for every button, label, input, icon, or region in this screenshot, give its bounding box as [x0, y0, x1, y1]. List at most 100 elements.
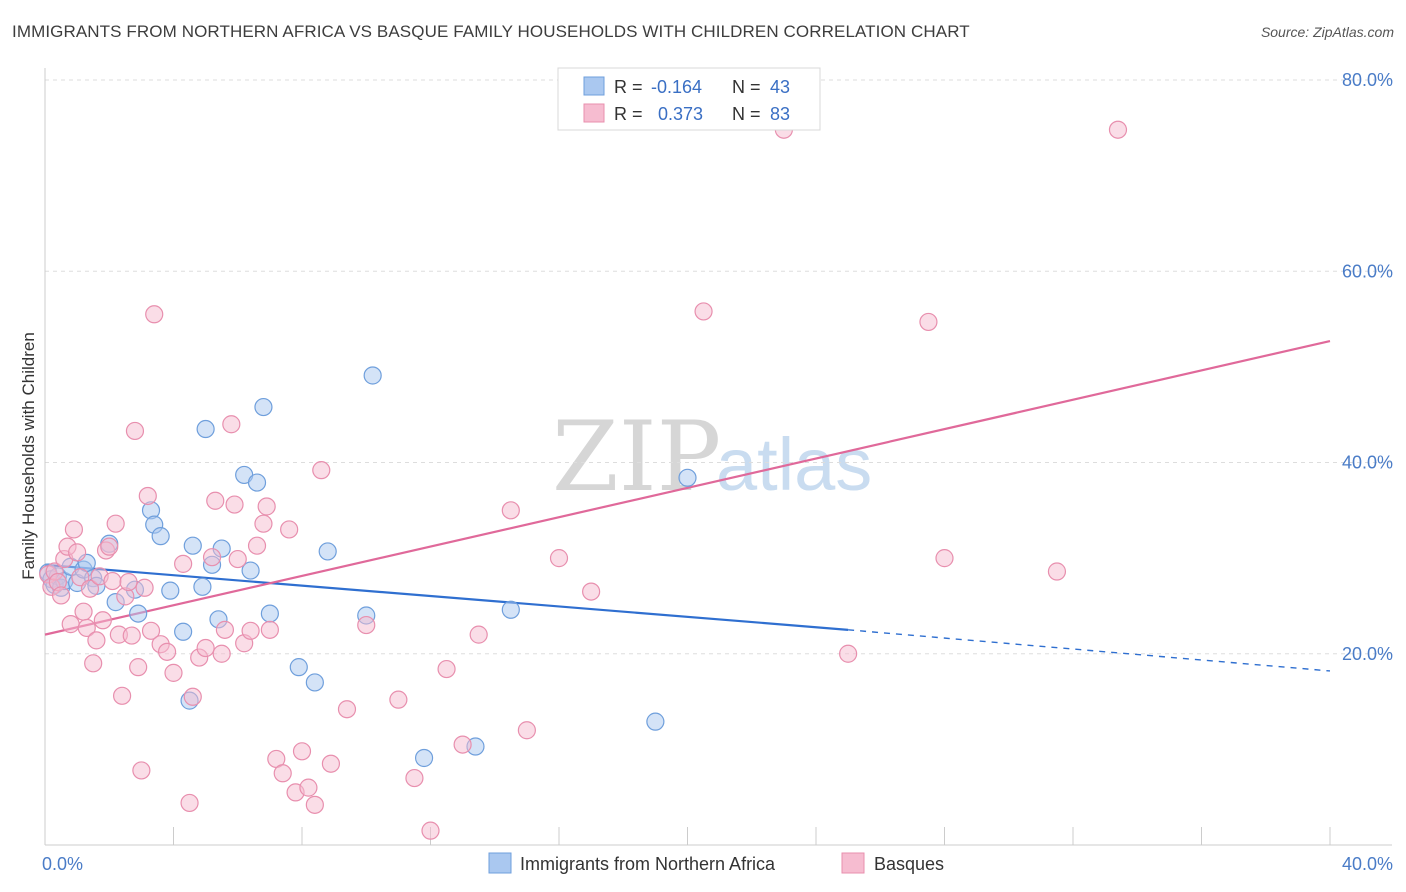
legend-swatch-blue — [583, 76, 605, 96]
data-point-pink — [549, 549, 569, 568]
data-point-pink — [215, 620, 234, 639]
data-points — [39, 120, 1128, 840]
data-point-pink — [61, 615, 80, 634]
chart-title: IMMIGRANTS FROM NORTHERN AFRICA VS BASQU… — [12, 22, 970, 41]
data-point-pink — [389, 690, 408, 709]
series-legend-label-pink: Basques — [874, 854, 944, 874]
legend-r-label-pink: R = — [614, 104, 643, 124]
trend-line-blue — [44, 563, 849, 631]
data-point-pink — [228, 549, 247, 569]
data-point-blue — [414, 748, 434, 768]
data-point-pink — [582, 582, 601, 601]
data-point-blue — [363, 366, 382, 385]
data-point-blue — [129, 604, 148, 623]
data-point-pink — [51, 586, 71, 605]
data-point-pink — [935, 549, 954, 568]
data-point-pink — [164, 663, 183, 682]
data-point-pink — [103, 571, 122, 591]
data-point-pink — [68, 543, 87, 562]
chart-source: Source: ZipAtlas.com — [1260, 24, 1394, 40]
axes: 20.0% 40.0% 60.0% 80.0% 0.0% 40.0% — [42, 68, 1393, 874]
data-point-pink — [145, 305, 164, 324]
trend-line-pink — [44, 339, 1331, 636]
data-point-pink — [260, 620, 279, 639]
data-point-pink — [180, 793, 199, 813]
data-point-blue — [305, 673, 324, 692]
data-point-pink — [74, 602, 93, 621]
data-point-blue — [151, 527, 170, 546]
data-point-pink — [93, 611, 112, 630]
correlation-legend: R = -0.164 N = 43 R = 0.373 N = 83 — [557, 67, 821, 131]
trend-lines — [44, 339, 1331, 672]
data-point-pink — [312, 461, 331, 480]
data-point-pink — [405, 768, 424, 788]
legend-r-value-pink: 0.373 — [658, 104, 703, 124]
data-point-pink — [421, 821, 440, 840]
data-point-blue — [318, 542, 337, 561]
legend-n-value-blue: 43 — [770, 77, 790, 97]
data-point-pink — [183, 687, 202, 706]
data-point-blue — [646, 712, 665, 731]
y-tick-label: 40.0% — [1342, 453, 1393, 473]
data-point-blue — [174, 622, 193, 641]
series-legend-swatch-blue — [488, 852, 512, 874]
data-point-pink — [64, 520, 84, 539]
series-legend-label-blue: Immigrants from Northern Africa — [520, 854, 776, 874]
data-point-pink — [84, 654, 103, 673]
data-point-pink — [112, 686, 132, 705]
data-point-pink — [212, 644, 231, 663]
trend-line-extension-blue — [848, 629, 1331, 672]
data-point-pink — [106, 514, 125, 533]
data-point-blue — [678, 468, 697, 487]
data-point-pink — [437, 659, 456, 679]
data-point-pink — [517, 721, 536, 740]
data-point-blue — [260, 604, 279, 623]
data-point-pink — [337, 700, 357, 719]
data-point-blue — [289, 658, 308, 677]
data-point-pink — [157, 642, 177, 661]
legend-n-label-pink: N = — [732, 104, 761, 124]
data-point-pink — [469, 625, 488, 644]
data-point-pink — [247, 536, 267, 555]
data-point-pink — [1108, 120, 1128, 139]
data-point-pink — [257, 497, 276, 516]
series-legend: Immigrants from Northern Africa Basques — [488, 852, 944, 874]
data-point-blue — [241, 561, 260, 580]
legend-n-label-blue: N = — [732, 77, 761, 97]
y-tick-label: 60.0% — [1342, 261, 1393, 281]
data-point-pink — [321, 754, 341, 773]
data-point-pink — [141, 621, 161, 640]
y-axis-label: Family Households with Children — [19, 332, 38, 580]
legend-swatch-pink — [583, 103, 605, 123]
data-point-pink — [453, 735, 472, 754]
data-point-pink — [839, 644, 858, 663]
data-point-pink — [174, 554, 193, 573]
x-tick-label: 40.0% — [1342, 854, 1393, 874]
data-point-pink — [125, 421, 145, 441]
data-point-pink — [206, 491, 225, 510]
data-point-pink — [225, 495, 244, 514]
y-tick-label: 20.0% — [1342, 644, 1393, 664]
watermark: ZIP atlas — [552, 401, 872, 513]
data-point-blue — [501, 600, 520, 619]
data-point-blue — [161, 581, 180, 600]
data-point-pink — [196, 638, 215, 658]
data-point-blue — [196, 419, 215, 439]
data-point-pink — [87, 631, 106, 650]
data-point-pink — [80, 579, 100, 598]
data-point-pink — [501, 501, 520, 520]
data-point-blue — [183, 536, 202, 555]
series-legend-swatch-pink — [841, 852, 865, 874]
data-point-pink — [299, 778, 318, 797]
data-point-blue — [254, 397, 273, 417]
data-point-pink — [138, 486, 157, 506]
data-point-pink — [129, 658, 148, 677]
data-point-pink — [1047, 562, 1067, 581]
data-point-pink — [919, 312, 938, 332]
data-point-pink — [357, 615, 376, 635]
data-point-pink — [77, 618, 96, 638]
data-point-pink — [241, 621, 260, 640]
data-point-pink — [202, 548, 222, 567]
y-tick-label: 80.0% — [1342, 70, 1393, 90]
